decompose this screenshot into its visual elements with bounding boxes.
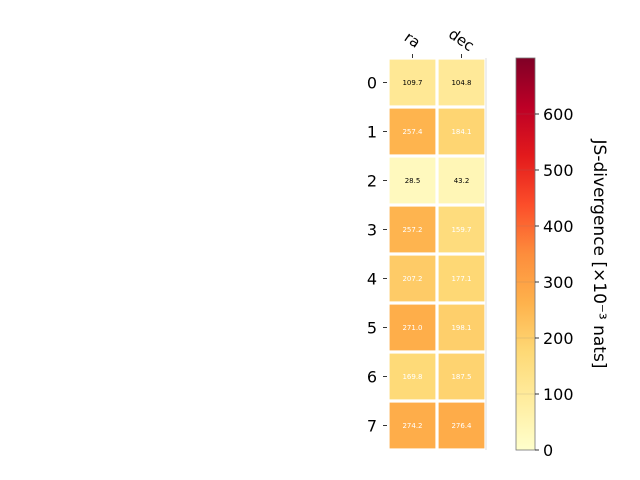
cell-value-label: 104.8 [451,79,471,87]
heatmap-cell-dec-3 [438,206,485,253]
row-label-0: 0 [367,74,377,93]
heatmap-cell-ra-3 [389,206,436,253]
row-label-2: 2 [367,172,377,191]
row-label-3: 3 [367,221,377,240]
colorbar-tick-label: 600 [543,105,574,124]
heatmap-cell-dec-7 [438,402,485,449]
heatmap-cell-ra-7 [389,402,436,449]
cell-value-label: 43.2 [454,177,470,185]
heatmap-cell-ra-6 [389,353,436,400]
cell-value-label: 177.1 [451,275,471,283]
colorbar-tick-label: 400 [543,217,574,236]
heatmap-cell-dec-2 [438,157,485,204]
cell-value-label: 198.1 [451,324,471,332]
heatmap-cell-dec-6 [438,353,485,400]
cell-value-label: 207.2 [402,275,422,283]
colorbar-tick-label: 500 [543,161,574,180]
colorbar-tick-label: 200 [543,329,574,348]
cell-value-label: 276.4 [451,422,472,430]
cell-value-label: 257.4 [402,128,423,136]
cell-value-label: 187.5 [451,373,471,381]
heatmap-cell-ra-1 [389,108,436,155]
heatmap-cell-ra-2 [389,157,436,204]
colorbar-tick-label: 300 [543,273,574,292]
cell-value-label: 184.1 [451,128,471,136]
heatmap-cell-ra-0 [389,59,436,106]
heatmap-cell-ra-4 [389,255,436,302]
cell-value-label: 159.7 [451,226,471,234]
heatmap-cell-ra-5 [389,304,436,351]
colorbar-label: JS-divergence [×10⁻³ nats] [589,139,609,369]
heatmap-grid: 109.7 104.8 257.4 184.1 28.5 43.2 257.2 159.7 20… [389,59,485,449]
heatmap-cell-dec-5 [438,304,485,351]
row-label-1: 1 [367,123,377,142]
row-label-5: 5 [367,319,377,338]
colorbar: 0 100 200 300 400 500 600 JS-divergence [×10⁻³ … [515,57,609,460]
row-label-7: 7 [367,417,377,436]
heatmap-cell-dec-1 [438,108,485,155]
row-label-4: 4 [367,270,377,289]
cell-value-label: 257.2 [402,226,422,234]
column-label-ra: ra [401,28,424,52]
cell-value-label: 109.7 [402,79,422,87]
heatmap-cell-dec-4 [438,255,485,302]
heatmap-cell-dec-0 [438,59,485,106]
colorbar-tick-label: 0 [543,441,553,460]
cell-value-label: 169.8 [402,373,422,381]
cell-value-label: 274.2 [402,422,422,430]
cell-value-label: 28.5 [405,177,421,185]
row-label-6: 6 [367,368,377,387]
colorbar-tick-label: 100 [543,385,574,404]
column-label-dec: dec [445,25,477,55]
cell-value-label: 271.0 [402,324,422,332]
colorbar-gradient [515,57,536,451]
